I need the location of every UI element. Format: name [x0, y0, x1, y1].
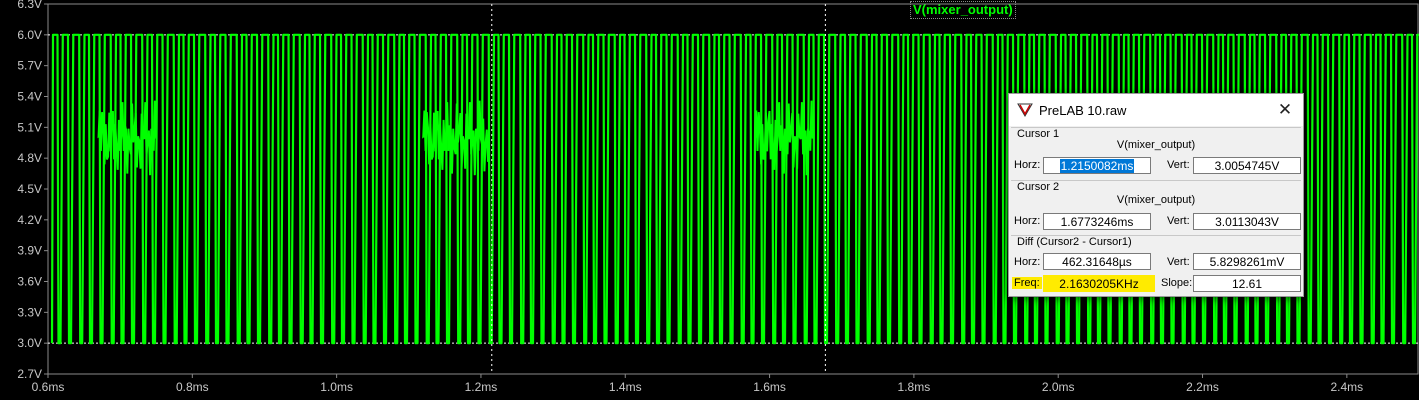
x-axis-labels: 0.6ms 0.8ms 1.0ms 1.2ms 1.4ms 1.6ms 1.8ms 2.0ms…: [32, 380, 1364, 394]
diff-freq-label: Freq:: [1012, 277, 1042, 289]
cursor1-group-label: Cursor 1: [1017, 128, 1060, 140]
dialog-title: PreLAB 10.raw: [1039, 103, 1127, 118]
y-tick-label: 6.3V: [17, 0, 42, 11]
noise-burst: [422, 100, 489, 176]
y-tick-label: 6.0V: [17, 28, 42, 42]
x-tick-label: 2.4ms: [1330, 380, 1363, 394]
cursor2-horz-label: Horz:: [1014, 215, 1041, 227]
diff-vert-label: Vert:: [1167, 256, 1190, 268]
cursor1-signal: V(mixer_output): [1116, 139, 1196, 151]
diff-group-label: Diff (Cursor2 - Cursor1): [1017, 236, 1132, 248]
diff-vert-field[interactable]: 5.8298261mV: [1193, 253, 1301, 270]
noise-burst: [754, 100, 814, 176]
y-tick-label: 4.8V: [17, 151, 42, 165]
x-tick-label: 0.8ms: [176, 380, 209, 394]
cursor2-group: Cursor 2 V(mixer_output) Horz: 1.6773246…: [1011, 180, 1301, 235]
diff-horz-label: Horz:: [1014, 256, 1041, 268]
x-tick-label: 1.4ms: [609, 380, 642, 394]
y-tick-label: 2.7V: [17, 367, 42, 381]
y-tick-label: 5.1V: [17, 120, 42, 134]
close-icon[interactable]: ✕: [1277, 100, 1293, 119]
diff-slope-label: Slope:: [1161, 277, 1193, 289]
cursor1-horz-value[interactable]: 1.2150082ms: [1059, 159, 1135, 173]
y-tick-label: 4.5V: [17, 182, 42, 196]
diff-slope-field[interactable]: 12.61: [1193, 275, 1301, 292]
y-axis-labels: 6.3V 6.0V 5.7V 5.4V 5.1V 4.8V 4.5V 4.2V 3.9V 3.6V…: [17, 0, 42, 381]
noise-burst: [97, 100, 158, 176]
x-tick-label: 1.0ms: [320, 380, 353, 394]
cursor2-signal: V(mixer_output): [1116, 194, 1196, 206]
cursor2-vert-field[interactable]: 3.0113043V: [1193, 213, 1301, 230]
y-tick-label: 3.0V: [17, 336, 42, 350]
cursor1-vert-label: Vert:: [1167, 159, 1190, 171]
x-tick-label: 1.8ms: [898, 380, 931, 394]
x-tick-label: 1.6ms: [753, 380, 786, 394]
cursor2-horz-field[interactable]: 1.6773246ms: [1043, 213, 1151, 230]
y-tick-label: 5.7V: [17, 59, 42, 73]
x-tick-label: 2.0ms: [1042, 380, 1075, 394]
diff-group: Diff (Cursor2 - Cursor1) Horz: 462.31648…: [1011, 235, 1301, 296]
y-tick-label: 3.9V: [17, 244, 42, 258]
dialog-titlebar[interactable]: PreLAB 10.raw ✕: [1009, 94, 1303, 126]
diff-horz-field[interactable]: 462.31648µs: [1043, 253, 1151, 270]
trace-title[interactable]: V(mixer_output): [910, 1, 1016, 19]
x-tick-label: 0.6ms: [32, 380, 65, 394]
y-tick-label: 3.3V: [17, 305, 42, 319]
y-tick-label: 5.4V: [17, 90, 42, 104]
cursor1-horz-label: Horz:: [1014, 159, 1041, 171]
cursor1-horz-field[interactable]: 1.2150082ms: [1043, 157, 1151, 174]
x-tick-label: 2.2ms: [1186, 380, 1219, 394]
cursor2-vert-label: Vert:: [1167, 215, 1190, 227]
cursor-dialog: PreLAB 10.raw ✕ Cursor 1 V(mixer_output)…: [1008, 93, 1304, 297]
y-tick-label: 4.2V: [17, 213, 42, 227]
x-tick-label: 1.2ms: [465, 380, 498, 394]
y-tick-label: 3.6V: [17, 275, 42, 289]
cursor1-vert-field[interactable]: 3.0054745V: [1193, 157, 1301, 174]
cursor-lines: [491, 4, 826, 374]
diff-freq-field[interactable]: 2.1630205KHz: [1043, 275, 1155, 292]
ltspice-icon: [1017, 103, 1033, 117]
cursor2-group-label: Cursor 2: [1017, 181, 1060, 193]
cursor1-group: Cursor 1 V(mixer_output) Horz: 1.2150082…: [1011, 127, 1301, 180]
